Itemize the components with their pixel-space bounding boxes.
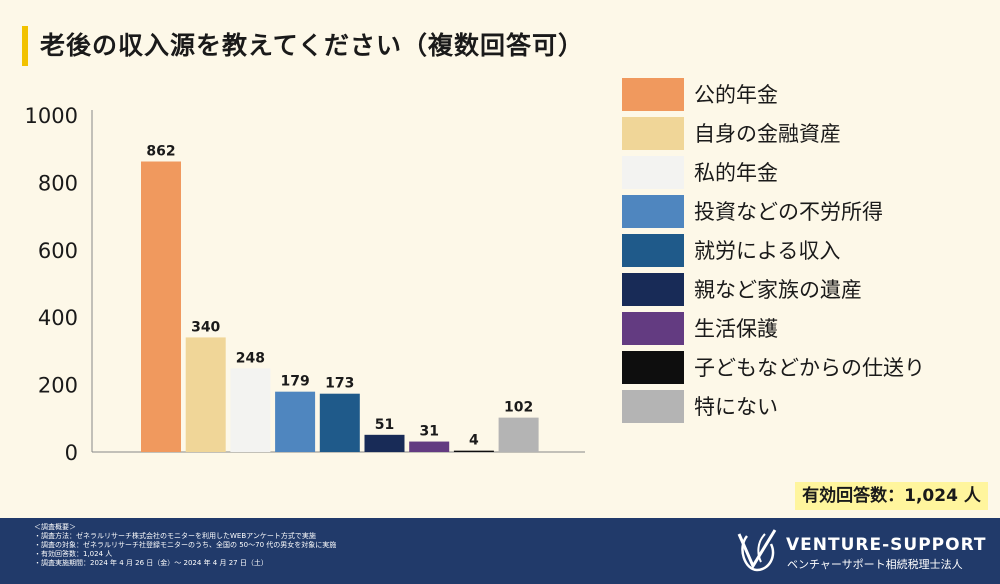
bar-value-label: 248: [236, 350, 265, 366]
survey-note-line: ・調査方法：ゼネラルリサーチ株式会社のモニターを利用したWEBアンケート方式で実…: [34, 532, 316, 540]
chart-legend: 公的年金自身の金融資産 私的年金投資などの不労所得 就労による収入 親など家族の遺産生…: [622, 76, 925, 427]
legend-swatch: [622, 77, 684, 111]
legend-item: 親など家族の遺産: [622, 271, 925, 307]
bar-value-label: 340: [191, 319, 220, 335]
legend-label: 自身の金融資産: [694, 122, 841, 146]
title-accent-bar: [22, 26, 28, 66]
bar-4: [275, 391, 316, 452]
footer: ＜調査概要＞ ・調査方法：ゼネラルリサーチ株式会社のモニターを利用したWEBアンケ…: [0, 518, 1000, 584]
legend-label: 私的年金: [694, 161, 778, 185]
survey-note-line: ・調査実施期間：2024 年 4 月 26 日（金）〜 2024 年 4 月 2…: [34, 559, 268, 567]
chart-title: 老後の収入源を教えてください（複数回答可）: [40, 31, 585, 60]
y-tick-label: 200: [38, 374, 78, 398]
venture-support-logo-icon: [737, 529, 777, 572]
legend-swatch: [622, 155, 684, 189]
logo-name: VENTURE-SUPPORT: [786, 535, 987, 555]
legend-label: 生活保護: [694, 317, 778, 341]
legend-label: 公的年金: [694, 83, 778, 107]
legend-swatch: [622, 272, 684, 306]
survey-note-line: ＜調査概要＞: [34, 523, 76, 531]
legend-item: 特にない: [622, 388, 925, 424]
survey-note-line: ・有効回答数：1,024 人: [34, 550, 113, 558]
legend-label: 就労による収入: [694, 239, 841, 263]
legend-item: 子どもなどからの仕送り: [622, 349, 925, 385]
legend-swatch: [622, 311, 684, 345]
legend-label: 子どもなどからの仕送り: [694, 356, 925, 380]
y-tick-label: 600: [38, 239, 78, 263]
legend-item: 私的年金: [622, 154, 925, 190]
legend-label: 投資などの不労所得: [694, 200, 883, 224]
legend-item: 投資などの不労所得: [622, 193, 925, 229]
legend-item: 公的年金: [622, 76, 925, 112]
legend-swatch: [622, 116, 684, 150]
bar-chart: 0 200 400 600 800 1000 862 340 248 179 173 51 31 4 10…: [25, 104, 585, 465]
legend-swatch: [622, 233, 684, 267]
bar-value-label: 51: [375, 417, 394, 433]
bar-1: [141, 161, 181, 453]
legend-item: 就労による収入: [622, 232, 925, 268]
bar-5: [319, 393, 360, 452]
bar-value-label: 862: [146, 144, 175, 160]
bar-value-label: 4: [469, 433, 479, 449]
y-tick-label: 800: [38, 171, 78, 195]
legend-item: 自身の金融資産: [622, 115, 925, 151]
legend-swatch: [622, 350, 684, 384]
legend-label: 特にない: [694, 395, 778, 419]
bar-value-label: 179: [280, 374, 309, 390]
legend-swatch: [622, 194, 684, 228]
bar-8: [453, 450, 494, 452]
total-responses-badge: 有効回答数：1,024 人: [795, 482, 988, 510]
bar-7: [409, 441, 450, 452]
legend-swatch: [622, 389, 684, 423]
bar-value-label: 102: [504, 400, 533, 416]
bar-value-label: 31: [419, 424, 438, 440]
survey-notes: ＜調査概要＞ ・調査方法：ゼネラルリサーチ株式会社のモニターを利用したWEBアンケ…: [34, 523, 336, 568]
legend-item: 生活保護: [622, 310, 925, 346]
bar-9: [498, 417, 539, 452]
logo-subtitle: ベンチャーサポート相続税理士法人: [787, 558, 963, 571]
legend-label: 親など家族の遺産: [694, 278, 862, 302]
survey-note-line: ・調査の対象：ゼネラルリサーチ社登録モニターのうち、全国の 50〜70 代の男女…: [34, 541, 337, 549]
bar-value-label: 173: [325, 376, 354, 392]
bar-2: [185, 337, 226, 452]
y-tick-label: 1000: [25, 104, 78, 128]
bar-3: [230, 368, 271, 452]
y-tick-label: 400: [38, 306, 78, 330]
y-tick-label: 0: [65, 441, 78, 465]
bar-6: [364, 434, 405, 452]
